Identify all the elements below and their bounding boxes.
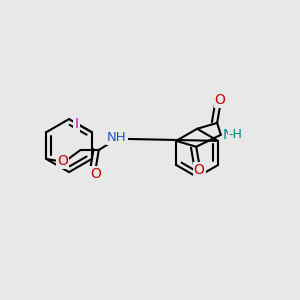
Text: N: N — [223, 128, 233, 142]
Text: O: O — [194, 163, 205, 177]
Text: O: O — [214, 93, 226, 107]
Text: O: O — [57, 154, 68, 168]
Text: I: I — [74, 117, 79, 130]
Text: NH: NH — [107, 131, 127, 144]
Text: -H: -H — [229, 128, 242, 141]
Text: O: O — [90, 167, 101, 181]
